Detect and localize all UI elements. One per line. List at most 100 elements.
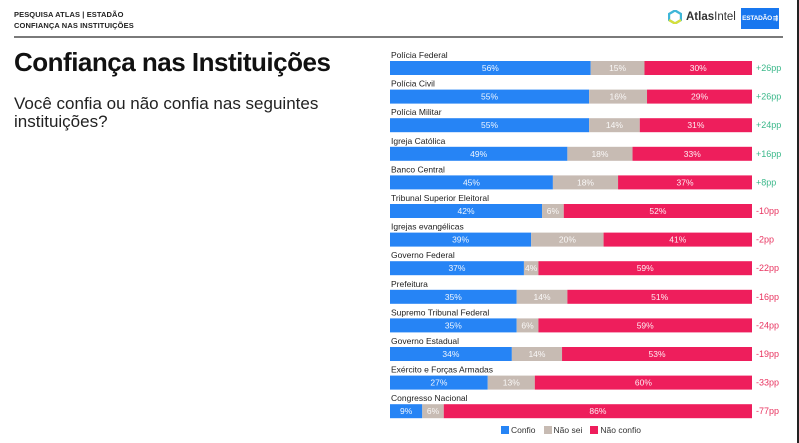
data-label-nao-confio: 52%	[649, 206, 666, 216]
bar-segment-confio	[390, 61, 591, 75]
estadao-logo-text: ESTADÃO	[742, 15, 773, 22]
bar-segment-nao-confio	[563, 204, 752, 218]
page-subtitle: Você confia ou não confia nas seguintes …	[14, 94, 319, 131]
category-label: Polícia Militar	[391, 107, 442, 117]
logo-atlas-regular: Intel	[714, 11, 736, 23]
data-label-confio: 34%	[442, 349, 459, 359]
bar-segment-nao-confio	[639, 118, 752, 133]
bar-segment-nao-confio	[538, 261, 752, 276]
category-label: Supremo Tribunal Federal	[391, 307, 489, 317]
category-label: Igrejas evangélicas	[391, 222, 464, 232]
data-label-confio: 45%	[463, 177, 480, 187]
category-label: Exército e Forças Armadas	[391, 365, 493, 375]
net-difference-label: -22pp	[756, 263, 779, 273]
bar-segment-nao-confio	[562, 347, 752, 361]
estadao-logo: ESTADÃO ⇶	[741, 8, 779, 29]
data-label-confio: 27%	[430, 378, 447, 388]
data-label-nao-sei: 15%	[609, 63, 626, 73]
data-label-confio: 56%	[482, 63, 499, 73]
net-difference-label: -77pp	[756, 406, 779, 416]
data-label-confio: 55%	[481, 120, 498, 130]
bar-segment-nao-confio	[618, 175, 752, 190]
net-difference-label: +24pp	[756, 120, 781, 130]
data-label-nao-confio: 31%	[687, 120, 704, 130]
legend-item-confio: Confio	[500, 425, 536, 435]
bar-segment-nao-sei	[590, 61, 645, 75]
chart-legend: Confio Não sei Não confio	[0, 425, 799, 435]
category-label: Governo Federal	[391, 250, 455, 260]
bar-segment-nao-sei	[523, 261, 539, 276]
bar-segment-nao-confio	[632, 146, 752, 161]
bar-segment-nao-confio	[647, 89, 752, 104]
data-label-nao-confio: 60%	[635, 378, 652, 388]
category-label: Polícia Federal	[391, 50, 448, 60]
data-label-nao-sei: 20%	[559, 235, 576, 245]
data-label-nao-confio: 33%	[684, 149, 701, 159]
kicker-topic: CONFIANÇA NAS INSTITUIÇÕES	[14, 21, 134, 30]
category-label: Polícia Civil	[391, 79, 435, 89]
data-label-nao-confio: 86%	[589, 406, 606, 416]
category-label: Congresso Nacional	[391, 393, 468, 403]
logo-atlas-bold: Atlas	[686, 11, 715, 23]
kicker-source: PESQUISA ATLAS | ESTADÃO	[14, 10, 124, 19]
data-label-nao-sei: 6%	[427, 406, 440, 416]
data-label-nao-sei: 14%	[606, 120, 623, 130]
data-label-nao-confio: 59%	[637, 320, 654, 330]
data-label-nao-confio: 29%	[691, 92, 708, 102]
data-label-nao-sei: 18%	[577, 177, 594, 187]
bar-segment-nao-sei	[487, 375, 535, 390]
legend-item-nao-sei: Não sei	[543, 425, 583, 435]
bar-segment-nao-confio	[443, 404, 752, 419]
frame-border	[797, 0, 799, 443]
data-label-confio: 39%	[452, 235, 469, 245]
bar-segment-confio	[390, 375, 488, 390]
category-label: Governo Estadual	[391, 336, 459, 346]
data-label-nao-sei: 13%	[503, 378, 520, 388]
bar-segment-nao-sei	[567, 146, 633, 161]
legend-item-nao-confio: Não confio	[590, 425, 641, 435]
legend-swatch-confio	[500, 426, 509, 434]
estadao-logo-icon: ⇶	[773, 16, 778, 22]
data-label-confio: 9%	[400, 406, 413, 416]
legend-label-nao-sei: Não sei	[553, 425, 583, 435]
bar-segment-confio	[390, 232, 532, 247]
net-difference-label: -19pp	[756, 349, 779, 359]
net-difference-label: -16pp	[756, 292, 779, 302]
net-difference-label: -24pp	[756, 320, 779, 330]
net-difference-label: +16pp	[756, 149, 781, 159]
bar-segment-nao-sei	[589, 118, 640, 133]
bar-segment-confio	[390, 204, 543, 218]
bar-segment-confio	[390, 146, 568, 161]
category-label: Igreja Católica	[391, 136, 446, 146]
net-difference-label: +8pp	[756, 177, 776, 187]
bar-segment-nao-sei	[531, 232, 604, 247]
bar-segment-confio	[390, 175, 553, 190]
data-label-nao-confio: 41%	[669, 235, 686, 245]
net-difference-label: +26pp	[756, 92, 781, 102]
atlasintel-hexagon-icon	[668, 10, 682, 24]
bar-segment-nao-confio	[567, 289, 752, 304]
category-label: Prefeitura	[391, 279, 428, 289]
data-label-confio: 37%	[448, 263, 465, 273]
category-label: Banco Central	[391, 164, 445, 174]
data-label-nao-sei: 6%	[521, 320, 534, 330]
bar-segment-nao-sei	[516, 289, 568, 304]
bar-segment-confio	[390, 318, 517, 333]
data-label-nao-sei: 6%	[547, 206, 560, 216]
bar-segment-nao-sei	[552, 175, 619, 190]
data-label-nao-confio: 37%	[677, 177, 694, 187]
net-difference-label: +26pp	[756, 63, 781, 73]
bar-segment-nao-confio	[534, 375, 752, 390]
data-label-nao-sei: 4%	[525, 263, 538, 273]
data-label-nao-confio: 51%	[651, 292, 668, 302]
legend-label-nao-confio: Não confio	[600, 425, 642, 435]
data-label-confio: 55%	[481, 92, 498, 102]
bar-segment-nao-sei	[542, 204, 564, 218]
category-label: Tribunal Superior Eleitoral	[391, 193, 489, 203]
data-label-confio: 35%	[445, 320, 462, 330]
data-label-confio: 35%	[445, 292, 462, 302]
bar-segment-nao-sei	[589, 89, 648, 104]
bar-segment-nao-sei	[422, 404, 444, 419]
atlasintel-logo: AtlasIntel	[668, 10, 736, 24]
